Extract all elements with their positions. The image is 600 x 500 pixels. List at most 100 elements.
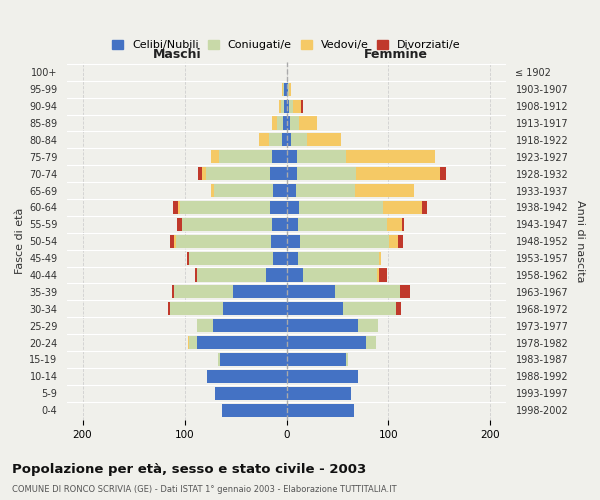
Bar [301,100,303,112]
Bar [220,353,287,366]
Bar [356,167,440,180]
Bar [273,252,287,264]
Bar [293,100,301,112]
Bar [422,201,427,214]
Bar [283,116,287,130]
Bar [172,286,175,298]
Bar [383,201,422,214]
Bar [170,302,223,316]
Text: Maschi: Maschi [153,48,202,62]
Bar [303,268,377,281]
Bar [206,167,270,180]
Bar [218,353,220,366]
Bar [176,234,271,248]
Bar [219,150,272,164]
Bar [287,252,298,264]
Bar [290,134,307,146]
Bar [271,234,287,248]
Bar [197,319,213,332]
Bar [188,336,197,349]
Bar [307,134,341,146]
Bar [281,100,284,112]
Bar [379,252,382,264]
Bar [398,234,403,248]
Bar [287,167,296,180]
Bar [287,286,335,298]
Bar [287,302,343,316]
Bar [277,116,283,130]
Bar [296,184,355,197]
Bar [213,319,287,332]
Bar [197,268,266,281]
Y-axis label: Fasce di età: Fasce di età [15,208,25,274]
Bar [273,184,287,197]
Bar [283,134,287,146]
Bar [346,150,436,164]
Bar [287,234,300,248]
Bar [287,370,358,383]
Bar [287,336,366,349]
Bar [223,302,287,316]
Bar [335,286,400,298]
Bar [284,82,287,96]
Bar [272,116,277,130]
Bar [222,404,287,416]
Bar [187,252,188,264]
Bar [233,286,287,298]
Bar [175,234,176,248]
Text: COMUNE DI RONCO SCRIVIA (GE) - Dati ISTAT 1° gennaio 2003 - Elaborazione TUTTITA: COMUNE DI RONCO SCRIVIA (GE) - Dati ISTA… [12,485,397,494]
Legend: Celibi/Nubili, Coniugati/e, Vedovi/e, Divorziati/e: Celibi/Nubili, Coniugati/e, Vedovi/e, Di… [110,38,463,52]
Bar [215,386,287,400]
Bar [188,252,273,264]
Bar [287,218,298,231]
Bar [195,268,197,281]
Bar [289,100,293,112]
Bar [287,386,351,400]
Bar [269,134,283,146]
Bar [300,234,389,248]
Bar [182,218,272,231]
Bar [395,302,401,316]
Bar [290,116,299,130]
Bar [388,218,402,231]
Bar [389,234,398,248]
Bar [202,167,206,180]
Bar [355,184,414,197]
Bar [287,82,289,96]
Bar [298,252,379,264]
Bar [168,302,170,316]
Bar [287,100,289,112]
Bar [287,268,303,281]
Bar [178,201,181,214]
Bar [211,150,219,164]
Text: Femmine: Femmine [364,48,428,62]
Bar [346,353,347,366]
Bar [181,201,270,214]
Bar [287,201,299,214]
Bar [289,82,290,96]
Bar [287,184,296,197]
Bar [211,184,214,197]
Bar [298,218,388,231]
Bar [440,167,446,180]
Bar [266,268,287,281]
Bar [287,150,296,164]
Bar [197,336,287,349]
Bar [379,268,388,281]
Bar [178,218,182,231]
Bar [400,286,410,298]
Bar [272,218,287,231]
Y-axis label: Anni di nascita: Anni di nascita [575,200,585,282]
Bar [377,268,379,281]
Bar [272,150,287,164]
Bar [175,286,233,298]
Bar [287,404,354,416]
Bar [284,100,287,112]
Bar [283,82,284,96]
Bar [270,201,287,214]
Bar [296,167,356,180]
Text: Popolazione per età, sesso e stato civile - 2003: Popolazione per età, sesso e stato civil… [12,462,366,475]
Bar [287,116,290,130]
Bar [259,134,269,146]
Bar [198,167,202,180]
